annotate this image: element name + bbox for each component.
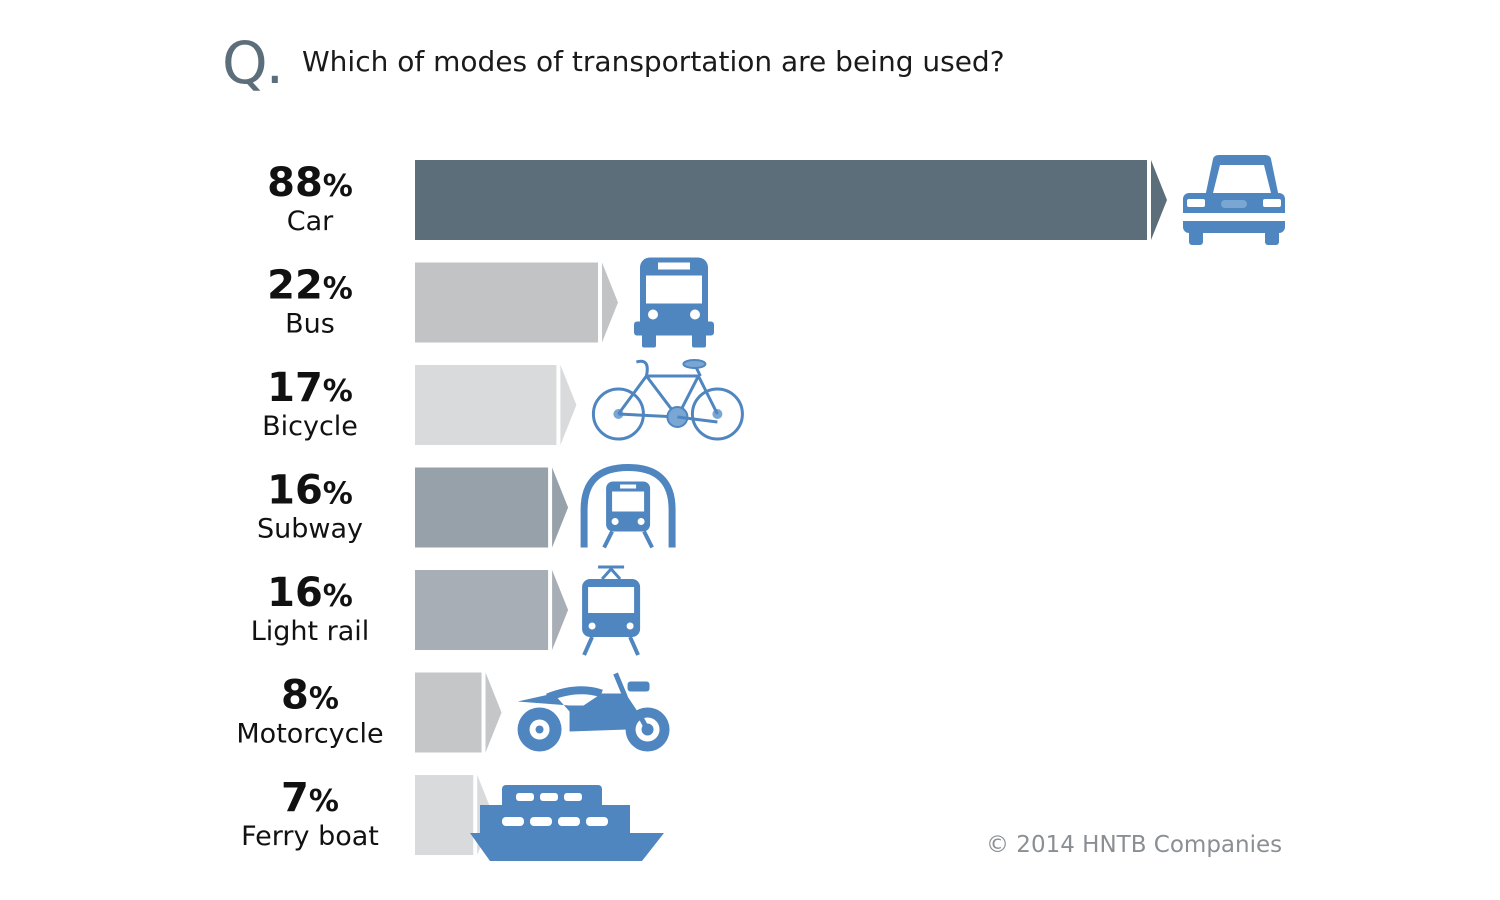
copyright-text: © 2014 HNTB Companies [986,832,1283,858]
bar-bicycle [415,365,557,445]
category-label: Motorcycle [236,719,383,750]
light-rail-icon [582,565,641,656]
bar-subway [415,467,549,548]
bar-bus [415,262,598,343]
category-label: Light rail [251,616,370,647]
question-marker: Q. [222,29,284,97]
motorcycle-icon [517,672,670,752]
value-label: 8% [281,673,339,719]
category-label: Car [287,206,334,237]
bar-motorcycle [415,672,482,753]
category-label: Subway [257,514,363,545]
value-label: 22% [267,263,353,309]
bus-icon [634,257,714,348]
subway-icon [580,463,676,549]
category-label: Bicycle [262,411,358,442]
bar-ferry-boat [415,775,474,855]
bar-light-rail [415,570,549,650]
value-label: 16% [267,468,353,514]
bar-chevron [560,365,577,445]
ferry-boat-icon [470,785,664,861]
bar-chevron [1151,160,1167,240]
car-icon [1183,155,1285,245]
value-label: 7% [281,775,339,821]
bar-chevron [552,467,569,548]
chart-title: Which of modes of transportation are bei… [302,45,1005,78]
bicycle-icon [591,359,744,441]
value-label: 88% [267,160,353,206]
bar-chevron [485,672,502,753]
bar-car [415,160,1147,240]
bar-chevron [552,570,569,650]
bar-chevron [602,262,618,343]
value-label: 16% [267,570,353,616]
value-label: 17% [267,365,353,411]
category-label: Ferry boat [241,821,379,852]
category-label: Bus [285,309,335,340]
